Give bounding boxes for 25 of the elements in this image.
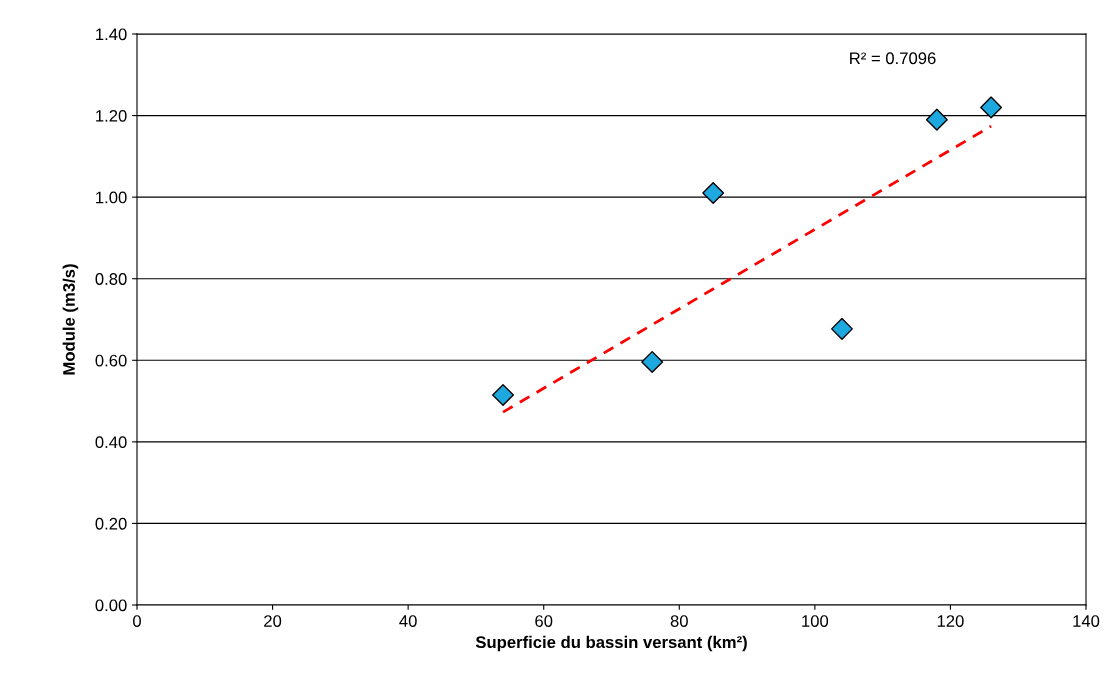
point	[702, 182, 725, 205]
point	[641, 350, 664, 373]
x-tick-label: 120	[937, 615, 964, 627]
x-tick-label: 80	[670, 615, 688, 627]
x-tick-label: 140	[1073, 615, 1100, 627]
y-tick-label: 1.00	[96, 191, 127, 204]
y-tick-label: 0.20	[95, 517, 127, 530]
y-tick-label: 0.60	[95, 354, 127, 367]
y-axis-title: Module (m3/s)	[62, 264, 79, 375]
y-tick-label: 1.20	[96, 109, 127, 122]
x-tick-label: 40	[399, 615, 417, 627]
annotation: R² = 0.7096	[850, 52, 936, 65]
point	[830, 317, 853, 340]
point	[492, 383, 515, 406]
x-tick-label: 0	[133, 615, 141, 627]
point	[925, 108, 948, 131]
x-tick-label: 20	[264, 615, 282, 627]
y-tick-label: 0.80	[95, 273, 127, 285]
x-tick-label: 100	[802, 615, 829, 627]
x-tick-label: 60	[535, 615, 553, 627]
y-tick-label: 1.40	[96, 28, 127, 41]
y-tick-label: 0.40	[95, 436, 127, 449]
x-axis-title: Superficie du bassin versant (km²)	[475, 635, 747, 652]
point	[980, 96, 1003, 119]
y-tick-label: 0.00	[95, 599, 127, 612]
